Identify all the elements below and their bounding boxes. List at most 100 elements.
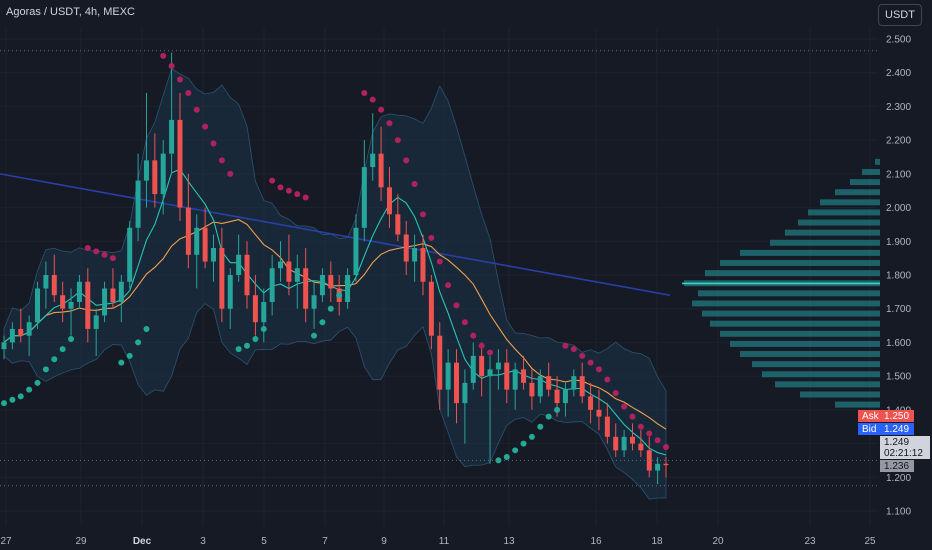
candle-body (102, 288, 108, 316)
ask-label: Ask (862, 411, 880, 422)
sar-dot (244, 342, 251, 349)
candle-body (655, 463, 661, 471)
sar-dot (604, 376, 611, 383)
sar-dot (126, 352, 133, 359)
sar-dot (612, 390, 619, 396)
x-tick-label: 5 (261, 536, 267, 547)
volume-profile-bar (740, 351, 880, 358)
candle-body (76, 281, 82, 302)
y-tick-label: 1.500 (886, 372, 911, 383)
sar-dot (595, 366, 602, 373)
sar-dot (168, 62, 175, 69)
sar-dot (26, 386, 33, 393)
y-tick-label: 2.100 (886, 169, 911, 180)
y-tick-label: 1.800 (886, 271, 911, 282)
x-tick-label: 25 (864, 536, 876, 547)
sar-dot (520, 440, 527, 447)
candle-body (110, 288, 116, 302)
countdown-timer: 02:21:12 (884, 448, 923, 459)
candle-body (454, 362, 460, 404)
sar-dot (311, 332, 318, 339)
sar-dot (369, 96, 376, 103)
candle-body (35, 288, 41, 323)
y-tick-label: 2.000 (886, 203, 911, 214)
sar-dot (386, 120, 393, 127)
ask-label-box (858, 410, 880, 422)
candle-body (403, 234, 409, 262)
candle-body (386, 187, 392, 215)
sar-dot (495, 457, 502, 464)
sar-dot (512, 447, 519, 454)
y-tick-label: 2.500 (886, 35, 911, 46)
sar-dot (235, 346, 242, 353)
y-tick-label: 1.600 (886, 338, 911, 349)
candle-body (345, 275, 351, 302)
ask-price-box (880, 410, 914, 422)
candle-body (9, 328, 15, 343)
sar-dot (562, 342, 569, 349)
candle-body (319, 275, 325, 296)
candle-body (286, 261, 292, 282)
candle-body (470, 355, 476, 383)
candle-body (1, 342, 7, 350)
sar-dot (1, 400, 7, 407)
volume-profile-bar (862, 168, 880, 175)
sar-dot (453, 302, 460, 309)
currency-button[interactable]: USDT (878, 4, 922, 26)
sar-dot (294, 191, 301, 198)
sar-dot (503, 454, 510, 461)
sar-dot (478, 342, 485, 349)
sar-dot (646, 430, 653, 437)
x-tick-label: 23 (804, 536, 816, 547)
volume-profile-bar (692, 300, 880, 307)
candle-body (68, 301, 74, 309)
candle-body (219, 248, 225, 309)
candle-body (252, 295, 258, 323)
volume-profile-bar (710, 320, 880, 327)
low-price: 1.236 (884, 461, 909, 472)
sar-dot (277, 184, 284, 191)
moving-average-teal (3, 168, 667, 456)
sar-dot (84, 245, 91, 252)
sar-dot (185, 89, 192, 96)
candle-body (51, 275, 57, 296)
x-tick-label: Dec (133, 536, 152, 547)
candle-body (152, 160, 158, 195)
volume-profile-bar (752, 361, 880, 368)
volume-profile-bar (808, 209, 880, 216)
candle-body (638, 443, 644, 451)
candle-body (244, 254, 250, 296)
volume-profile-bar (720, 260, 880, 266)
volume-profile-bar (770, 239, 880, 246)
sar-dot (570, 346, 577, 353)
candle-body (361, 167, 367, 228)
candle-body (303, 268, 309, 309)
sar-dot (411, 180, 418, 187)
sar-dot (394, 137, 401, 144)
sar-dot (109, 255, 116, 262)
sar-dot (252, 336, 259, 343)
candle-body (378, 153, 384, 188)
x-tick-label: 9 (381, 536, 387, 547)
sar-dot (269, 177, 276, 184)
candle-body (512, 369, 518, 390)
sar-dot (227, 170, 234, 177)
x-tick-label: 16 (590, 536, 602, 547)
candle-body (437, 335, 443, 390)
volume-profile-bar (798, 219, 880, 226)
sar-dot (118, 359, 125, 366)
bid-price: 1.249 (884, 424, 909, 435)
sar-dot (135, 339, 142, 346)
sar-dot (361, 89, 368, 96)
sar-dot (621, 403, 628, 410)
candle-body (43, 275, 49, 289)
bid-label: Bid (862, 424, 876, 435)
candle-body (210, 248, 216, 262)
x-tick-label: 11 (439, 536, 450, 547)
volume-profile-bar (740, 249, 880, 256)
y-tick-label: 2.200 (886, 136, 911, 147)
candle-body (194, 227, 200, 255)
x-tick-label: 7 (322, 536, 328, 547)
volume-profile-bar (850, 179, 880, 186)
